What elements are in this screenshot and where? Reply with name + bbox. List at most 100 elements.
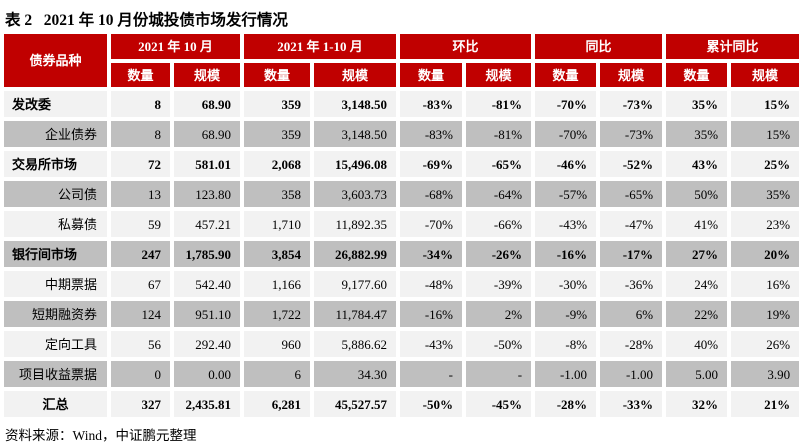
cell-value: 6%: [600, 301, 663, 327]
cell-value: 5,886.62: [314, 331, 397, 357]
bond-issuance-table: 债券品种 2021 年 10 月 2021 年 1-10 月 环比 同比 累计同…: [0, 30, 803, 421]
cell-value: -69%: [400, 151, 463, 177]
cell-value: -70%: [535, 91, 597, 117]
table-row: 项目收益票据 0 0.00 6 34.30- - -1.00 -1.00 5.00 3.90: [4, 361, 800, 387]
cell-value: 72: [111, 151, 170, 177]
cell-value: -28%: [535, 391, 597, 417]
sub-header-scale: 规模: [600, 63, 663, 87]
cell-value: 21%: [731, 391, 800, 417]
row-label: 中期票据: [4, 271, 107, 297]
row-label: 汇总: [4, 391, 107, 417]
cell-value: -83%: [400, 91, 463, 117]
cell-value: -26%: [466, 241, 532, 267]
cell-value: 22%: [666, 301, 728, 327]
cell-value: -30%: [535, 271, 597, 297]
cell-value: 581.01: [174, 151, 241, 177]
cell-value: 15%: [731, 121, 800, 147]
cell-value: 123.80: [174, 181, 241, 207]
source-note: 资料来源：Wind，中证鹏元整理: [5, 428, 197, 443]
cell-value: 6: [244, 361, 311, 387]
row-label: 项目收益票据: [4, 361, 107, 387]
cell-value: -46%: [535, 151, 597, 177]
cell-value: -43%: [400, 331, 463, 357]
cell-value: 24%: [666, 271, 728, 297]
cell-value: 11,784.47: [314, 301, 397, 327]
table-row: 短期融资券 124 951.10 1,722 11,784.47 -16% 2% -9% 6% 2…: [4, 301, 800, 327]
cell-value: -9%: [535, 301, 597, 327]
cell-value: 19%: [731, 301, 800, 327]
table-row: 银行间市场 247 1,785.90 3,854 26,882.99 -34% -26% -1…: [4, 241, 800, 267]
cell-value: -47%: [600, 211, 663, 237]
row-label: 短期融资券: [4, 301, 107, 327]
cell-value: 15,496.08: [314, 151, 397, 177]
table-row: 发改委 8 68.90 359 3,148.50 -83% -81% -70% -73% 35% 1…: [4, 91, 800, 117]
cell-value: 35%: [731, 181, 800, 207]
cell-value: 292.40: [174, 331, 241, 357]
cell-value: 3,603.73: [314, 181, 397, 207]
cell-value: -68%: [400, 181, 463, 207]
cell-value: 43%: [666, 151, 728, 177]
cell-value: 23%: [731, 211, 800, 237]
cell-value: 1,785.90: [174, 241, 241, 267]
table-row: 定向工具 56 292.40 960 5,886.62 -43% -50% -8% -28% 40…: [4, 331, 800, 357]
row-label: 企业债券: [4, 121, 107, 147]
cell-value: 247: [111, 241, 170, 267]
cell-value: -8%: [535, 331, 597, 357]
sub-header-scale: 规模: [174, 63, 241, 87]
cell-value: -73%: [600, 91, 663, 117]
cell-value: -48%: [400, 271, 463, 297]
cell-value: 960: [244, 331, 311, 357]
cell-value: 16%: [731, 271, 800, 297]
cell-value: 3,854: [244, 241, 311, 267]
cell-value: -65%: [466, 151, 532, 177]
cell-value: 542.40: [174, 271, 241, 297]
cell-value: 25%: [731, 151, 800, 177]
row-label: 交易所市场: [4, 151, 107, 177]
cell-value: -39%: [466, 271, 532, 297]
cell-value: 3,148.50: [314, 121, 397, 147]
cell-value: 35%: [666, 91, 728, 117]
cell-value: 327: [111, 391, 170, 417]
cell-value: 2%: [466, 301, 532, 327]
cell-value: 8: [111, 121, 170, 147]
group-header-cumulative-yoy: 累计同比: [666, 34, 800, 59]
group-header-jan-oct-2021: 2021 年 1-10 月: [244, 34, 397, 59]
sub-header-count: 数量: [244, 63, 311, 87]
sub-header-scale: 规模: [466, 63, 532, 87]
cell-value: -17%: [600, 241, 663, 267]
cell-value: 1,166: [244, 271, 311, 297]
cell-value: 1,722: [244, 301, 311, 327]
cell-value: 41%: [666, 211, 728, 237]
cell-value: 6,281: [244, 391, 311, 417]
cell-value: 59: [111, 211, 170, 237]
header-sub-row: 数量 规模 数量 规模 数量 规模 数量 规模 数量 规模: [4, 63, 800, 87]
sub-header-scale: 规模: [731, 63, 800, 87]
sub-header-count: 数量: [666, 63, 728, 87]
sub-header-count: 数量: [111, 63, 170, 87]
cell-value: 9,177.60: [314, 271, 397, 297]
cell-value: -73%: [600, 121, 663, 147]
row-label: 私募债: [4, 211, 107, 237]
cell-value: 358: [244, 181, 311, 207]
row-label: 定向工具: [4, 331, 107, 357]
table-row: 私募债 59 457.21 1,710 11,892.35 -70% -66% -43% -47…: [4, 211, 800, 237]
cell-value: -52%: [600, 151, 663, 177]
cell-value: 5.00: [666, 361, 728, 387]
group-header-oct-2021: 2021 年 10 月: [111, 34, 241, 59]
group-header-mom: 环比: [400, 34, 532, 59]
table-row: 汇总 327 2,435.81 6,281 45,527.57 -50% -45% -28% -…: [4, 391, 800, 417]
cell-value: 3,148.50: [314, 91, 397, 117]
row-label: 银行间市场: [4, 241, 107, 267]
cell-value: 68.90: [174, 91, 241, 117]
cell-value: -83%: [400, 121, 463, 147]
cell-value: -28%: [600, 331, 663, 357]
cell-value: -45%: [466, 391, 532, 417]
cell-value: -33%: [600, 391, 663, 417]
cell-value: 2,068: [244, 151, 311, 177]
cell-value: 56: [111, 331, 170, 357]
cell-value: -70%: [535, 121, 597, 147]
cell-value: 26%: [731, 331, 800, 357]
cell-value: 1,710: [244, 211, 311, 237]
cell-value: -43%: [535, 211, 597, 237]
cell-value: 359: [244, 121, 311, 147]
